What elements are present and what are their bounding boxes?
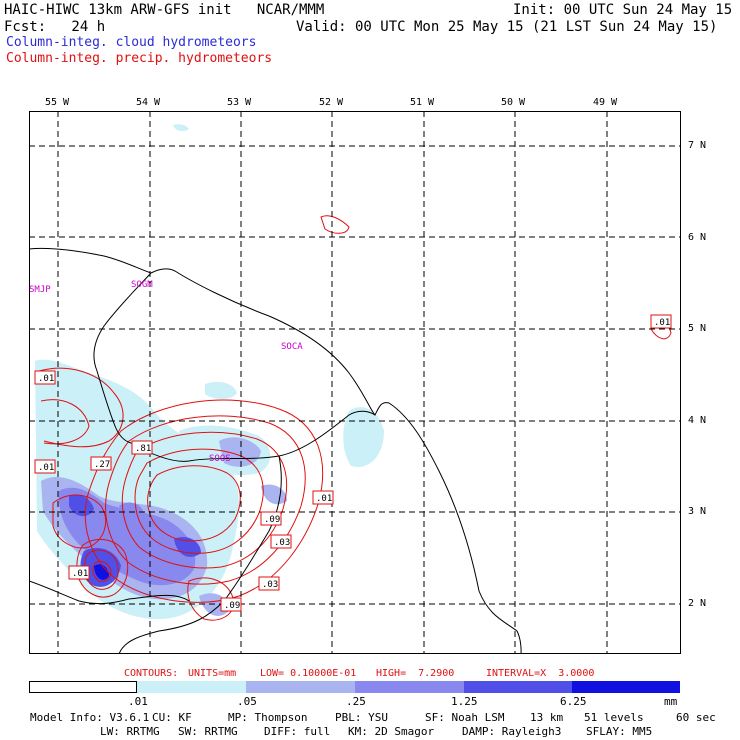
- coastline: [29, 248, 522, 654]
- lon-label-51w: 51 W: [410, 97, 435, 108]
- footer-lw: LW: RRTMG: [100, 725, 160, 738]
- cloud-area-strong-2: [119, 502, 144, 519]
- footer-pbl: PBL: YSU: [335, 711, 388, 724]
- cloud-area-light-4: [205, 381, 237, 400]
- contour-label: .01: [72, 569, 88, 579]
- init-time: Init: 00 UTC Sun 24 May 15: [513, 2, 733, 18]
- footer-sw: SW: RRTMG: [178, 725, 238, 738]
- lat-label-6n: 6 N: [688, 232, 707, 243]
- stations: SMJP SOGM SOCA SOOS: [29, 280, 303, 464]
- contour-high: HIGH= 7.2900: [376, 668, 455, 679]
- footer-mp: MP: Thompson: [228, 711, 308, 724]
- footer-timestep: 60 sec: [676, 711, 716, 724]
- legend-bin-2: [246, 681, 355, 693]
- legend-tick: 1.25: [451, 695, 478, 708]
- cloud-shading: [35, 124, 384, 620]
- model-title: HAIC-HIWC 13km ARW-GFS init NCAR/MMM: [4, 2, 325, 18]
- legend-bin-0: [29, 681, 137, 693]
- contour-label: .01: [654, 318, 670, 328]
- contour-label: .09: [224, 601, 240, 611]
- contour-label: .01: [316, 494, 332, 504]
- contour-info-label: CONTOURS:: [124, 668, 179, 679]
- legend-tick: .01: [128, 695, 148, 708]
- contour-label: .09: [264, 515, 280, 525]
- legend-bin-1: [137, 681, 246, 693]
- footer-sf: SF: Noah LSM: [425, 711, 505, 724]
- footer-levels: 51 levels: [584, 711, 644, 724]
- legend-tick: .25: [346, 695, 366, 708]
- contour-low: LOW= 0.10000E-01: [260, 668, 357, 679]
- lon-label-50w: 50 W: [501, 97, 526, 108]
- lon-label-52w: 52 W: [319, 97, 344, 108]
- footer-diff: DIFF: full: [264, 725, 331, 738]
- lon-label-55w: 55 W: [45, 97, 70, 108]
- legend-bin-3: [355, 681, 464, 693]
- contour-units: UNITS=mm: [188, 668, 237, 679]
- lat-label-5n: 5 N: [688, 323, 707, 334]
- lat-label-3n: 3 N: [688, 506, 707, 517]
- contour-label: .01: [38, 463, 54, 473]
- lat-label-7n: 7 N: [688, 140, 707, 151]
- footer-model-info: Model Info: V3.6.1: [30, 711, 150, 724]
- cloud-field-label: Column-integ. cloud hydrometeors: [6, 35, 257, 50]
- legend-unit: mm: [664, 695, 678, 708]
- contour-label: .03: [262, 580, 278, 590]
- lat-label-4n: 4 N: [688, 415, 707, 426]
- cloud-area-mid-2: [219, 437, 261, 467]
- footer-km: KM: 2D Smagor: [348, 725, 435, 738]
- contour-label: .01: [38, 374, 54, 384]
- footer-damp: DAMP: Rayleigh3: [462, 725, 562, 738]
- valid-time: Valid: 00 UTC Mon 25 May 15 (21 LST Sun …: [296, 19, 718, 35]
- footer-sflay: SFLAY: MM5: [586, 725, 653, 738]
- legend-tick: .05: [237, 695, 257, 708]
- station-soca: SOCA: [281, 342, 303, 352]
- contour-interval: INTERVAL=X 3.0000: [486, 668, 595, 679]
- lon-label-53w: 53 W: [227, 97, 252, 108]
- forecast-hour: Fcst: 24 h: [4, 19, 106, 35]
- contour-labels: .01 .01 .01 .27 .81 .01 .09 .03 .03 .09 …: [38, 318, 670, 611]
- lon-label-54w: 54 W: [136, 97, 161, 108]
- lat-label-2n: 2 N: [688, 598, 707, 609]
- contour-label: .27: [94, 460, 110, 470]
- forecast-map: .01 .01 .01 .27 .81 .01 .09 .03 .03 .09 …: [29, 111, 681, 654]
- legend-tick: 6.25: [560, 695, 587, 708]
- lon-label-49w: 49 W: [593, 97, 618, 108]
- cloud-area-light-3: [343, 407, 384, 467]
- contour-label-boxes: [34, 314, 672, 612]
- contour-label: .03: [274, 538, 290, 548]
- cloud-area-light-5: [173, 124, 189, 132]
- footer-grid: 13 km: [530, 711, 564, 724]
- cloud-area-max: [94, 564, 109, 580]
- latlon-grid: [29, 111, 681, 654]
- station-sogm: SOGM: [131, 280, 153, 290]
- contour-label: .81: [135, 444, 151, 454]
- footer-cu: CU: KF: [152, 711, 192, 724]
- legend-bin-5: [572, 681, 680, 693]
- precip-field-label: Column-integ. precip. hydrometeors: [6, 51, 273, 66]
- legend-bin-4: [464, 681, 572, 693]
- cloud-area-core: [69, 494, 94, 517]
- station-soos: SOOS: [209, 454, 231, 464]
- station-smjp: SMJP: [29, 285, 51, 295]
